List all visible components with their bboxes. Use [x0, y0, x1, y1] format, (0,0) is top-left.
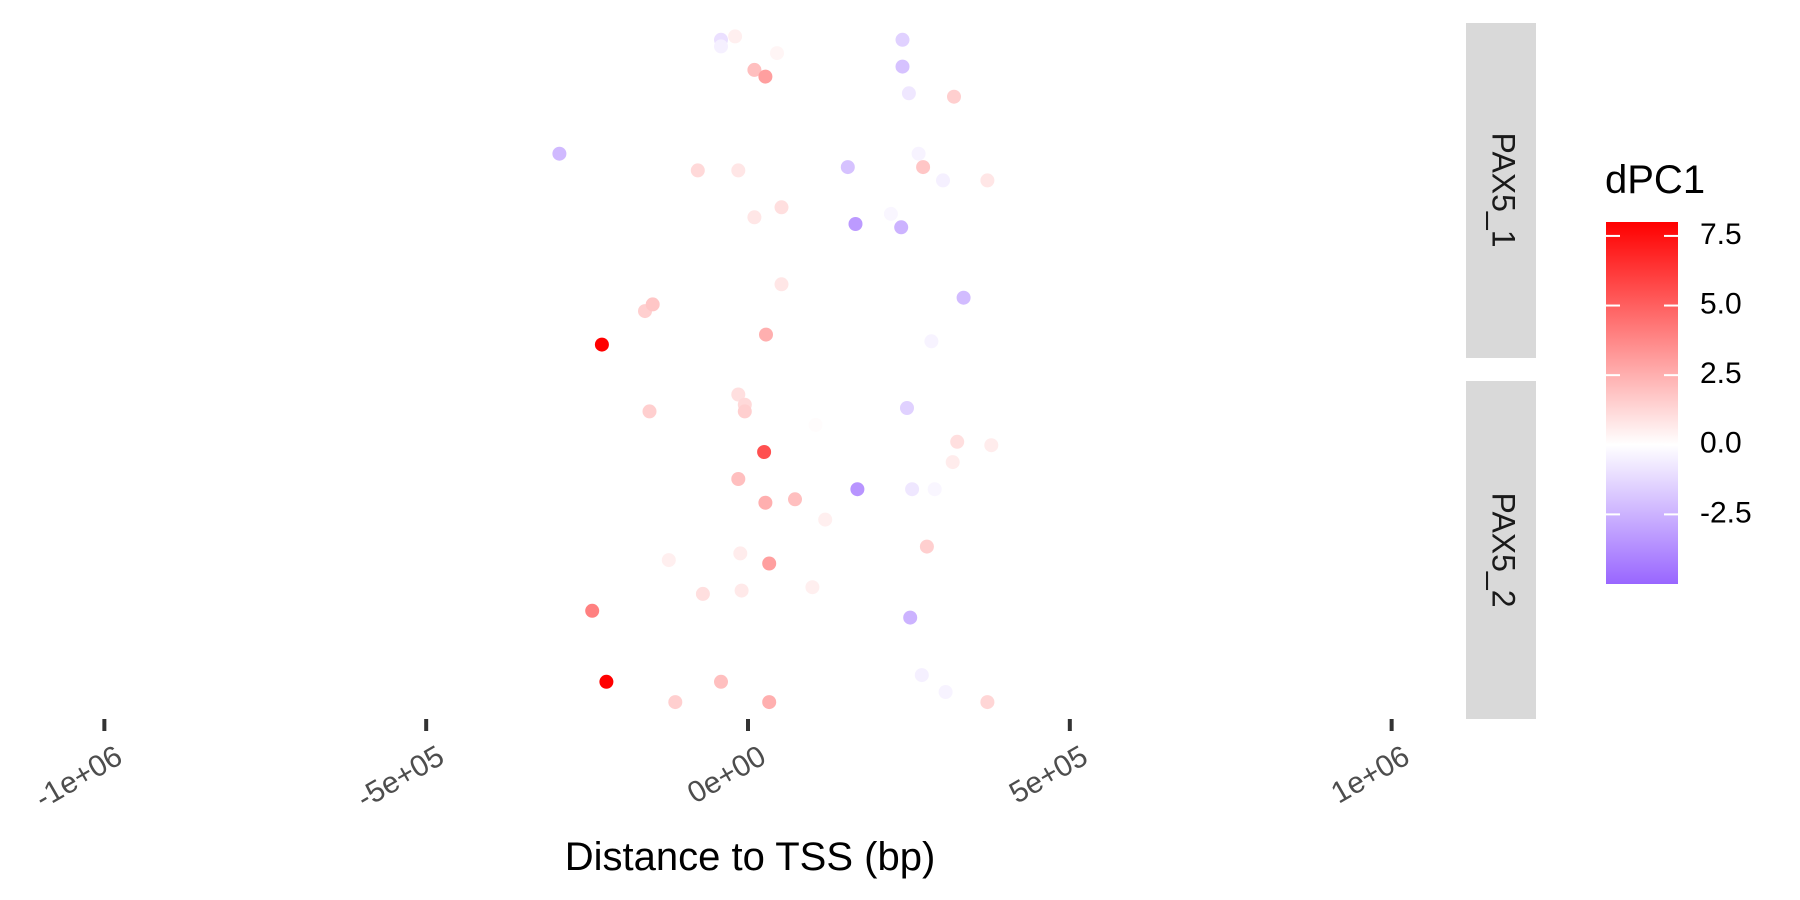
data-point: [956, 290, 971, 305]
legend-tick-label: 0.0: [1700, 427, 1742, 460]
strip-pax5-2: PAX5_2: [1466, 381, 1536, 719]
data-point: [585, 603, 600, 618]
data-point: [924, 334, 939, 349]
data-point: [774, 200, 789, 215]
color-legend: dPC1 7.5 5.0 2.5 0.0 -2.5: [1605, 158, 1752, 584]
data-point: [762, 695, 777, 710]
x-axis: -1e+06 -5e+05 0e+00 5e+05 1e+06: [30, 719, 1415, 815]
data-point: [594, 337, 609, 352]
data-point: [914, 668, 929, 683]
data-point: [927, 482, 942, 497]
data-point: [788, 492, 802, 507]
data-point: [758, 69, 773, 84]
data-point: [919, 539, 934, 554]
data-point: [883, 206, 898, 221]
legend-tick-label: -2.5: [1700, 496, 1752, 529]
x-axis-title: Distance to TSS (bp): [565, 835, 936, 879]
panel-pax5-1-points: [552, 29, 995, 352]
data-point: [805, 580, 820, 595]
data-point: [911, 146, 926, 161]
data-point: [770, 46, 784, 61]
data-point: [774, 277, 789, 292]
data-point: [552, 146, 567, 161]
strip-label-pax5-1: PAX5_1: [1486, 132, 1522, 247]
data-point: [980, 173, 995, 188]
data-point: [950, 434, 965, 449]
data-point: [905, 482, 920, 497]
legend-colorbar: [1606, 222, 1678, 584]
data-point: [731, 163, 746, 178]
strip-label-pax5-2: PAX5_2: [1486, 492, 1522, 607]
data-point: [848, 217, 863, 231]
data-point: [695, 586, 710, 601]
legend-tick-label: 7.5: [1700, 218, 1742, 251]
panel-pax5-2-points: [585, 387, 999, 710]
data-point: [758, 495, 773, 510]
legend-tick-label: 2.5: [1700, 357, 1742, 390]
data-point: [945, 455, 960, 470]
data-point: [901, 86, 916, 101]
data-point: [734, 583, 749, 598]
strip-pax5-1: PAX5_1: [1466, 23, 1536, 358]
legend-tick-label: 5.0: [1700, 287, 1742, 320]
data-point: [818, 512, 833, 527]
data-point: [747, 62, 762, 77]
strip-background: [1466, 381, 1536, 719]
data-point: [984, 438, 999, 453]
data-point: [668, 695, 683, 710]
data-point: [599, 674, 614, 689]
data-point: [840, 160, 855, 175]
data-point: [895, 32, 910, 47]
x-tick-label: 1e+06: [1326, 739, 1415, 810]
data-point: [731, 387, 746, 402]
data-point: [980, 695, 995, 710]
data-point: [714, 39, 728, 54]
data-point: [759, 327, 773, 342]
data-point: [737, 404, 752, 419]
x-tick-label: 5e+05: [1004, 739, 1093, 810]
data-point: [916, 160, 931, 175]
data-point: [661, 553, 676, 568]
legend-title: dPC1: [1605, 158, 1705, 202]
data-point: [762, 556, 777, 571]
data-point: [731, 472, 746, 486]
data-point: [936, 173, 950, 188]
data-point: [714, 674, 728, 689]
data-point: [850, 482, 865, 497]
data-point: [733, 546, 748, 561]
legend-ticks: 7.5 5.0 2.5 0.0 -2.5: [1606, 218, 1752, 529]
data-point: [903, 610, 918, 625]
data-point: [894, 220, 909, 235]
x-tick-label: -5e+05: [352, 739, 450, 815]
data-point: [938, 685, 953, 699]
data-point: [895, 59, 910, 74]
data-point: [690, 163, 705, 178]
plot-area: [552, 29, 999, 710]
data-point: [642, 404, 657, 419]
data-point: [728, 29, 743, 44]
data-point: [900, 401, 914, 415]
x-tick-label: 0e+00: [682, 739, 771, 810]
x-tick-label: -1e+06: [30, 739, 128, 815]
data-point: [747, 210, 762, 225]
data-point: [757, 445, 772, 459]
strip-background: [1466, 23, 1536, 358]
data-point: [808, 417, 823, 432]
data-point: [947, 89, 961, 104]
data-point: [645, 297, 660, 312]
